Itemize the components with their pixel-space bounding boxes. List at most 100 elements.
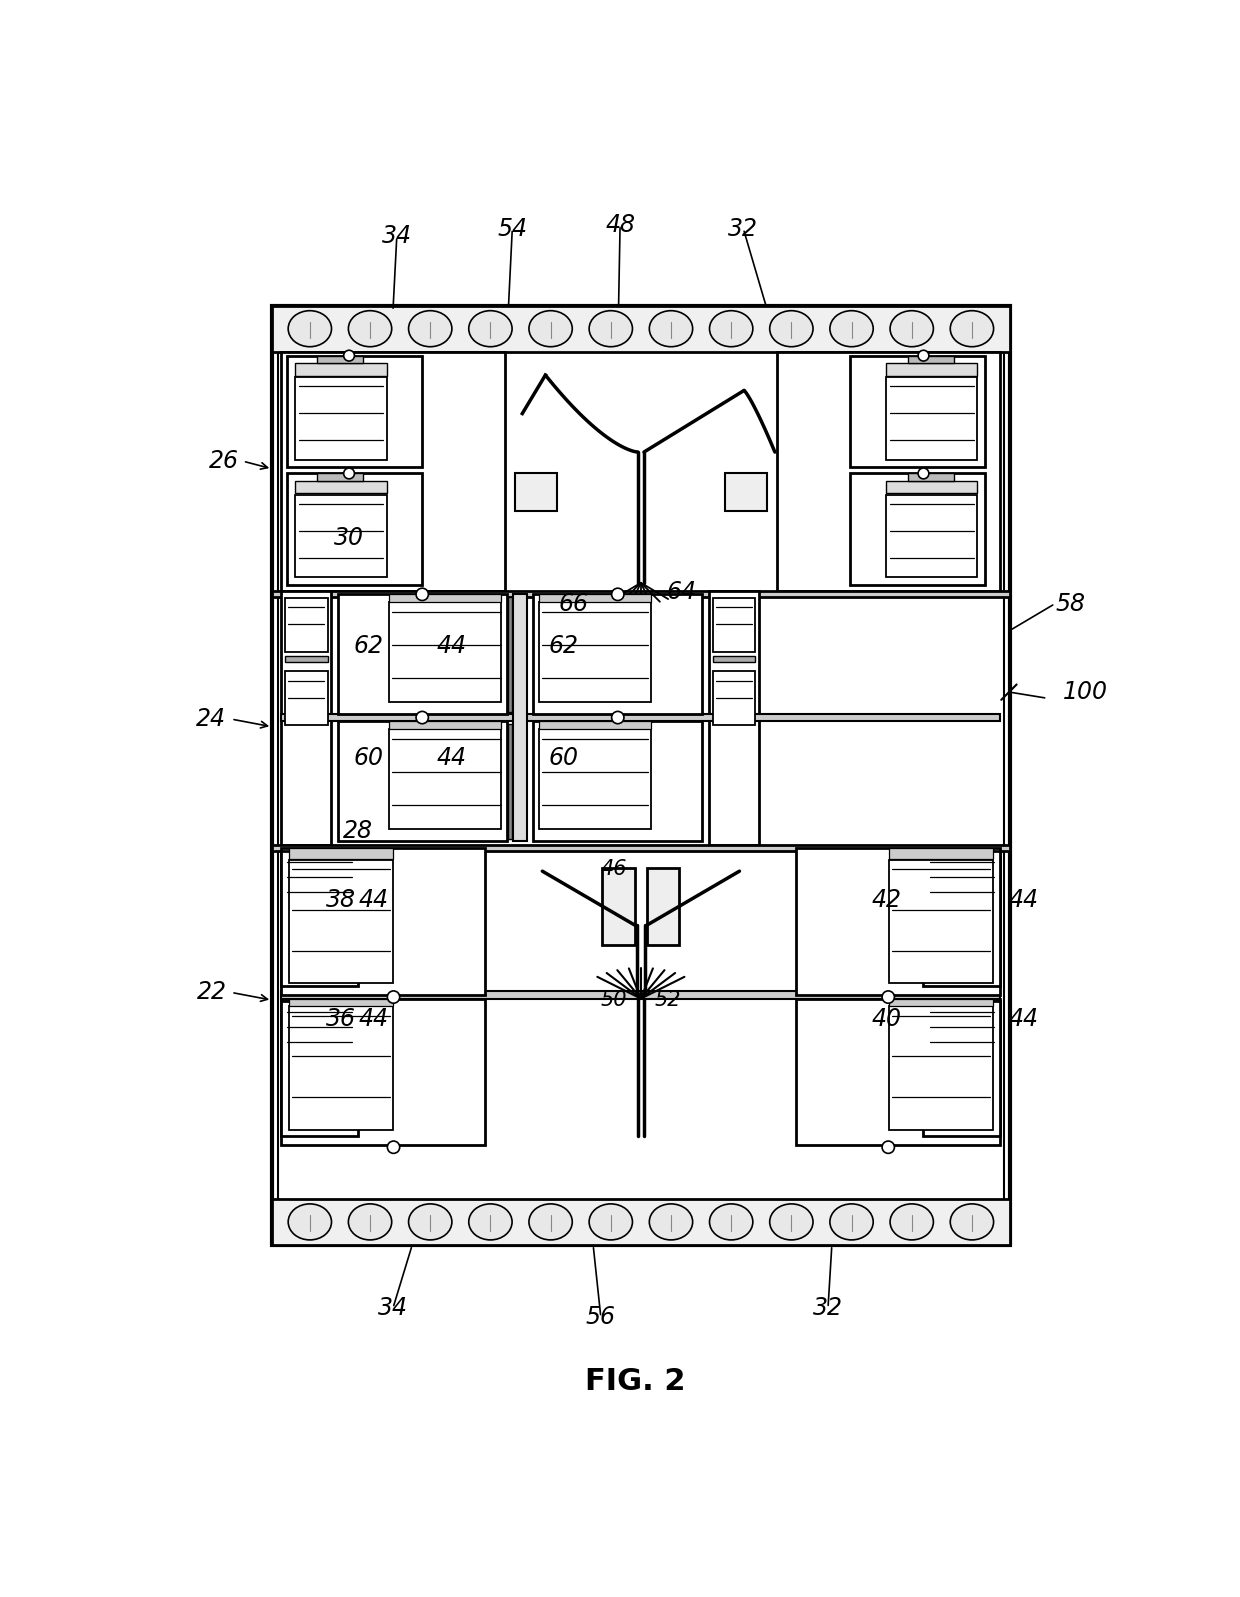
Circle shape xyxy=(882,990,894,1003)
Text: FIG. 2: FIG. 2 xyxy=(585,1367,686,1396)
Text: 22: 22 xyxy=(197,981,227,1005)
Ellipse shape xyxy=(469,311,512,347)
Ellipse shape xyxy=(288,311,331,347)
Bar xyxy=(539,722,651,730)
Bar xyxy=(389,730,501,829)
Bar xyxy=(725,473,768,511)
Text: 44: 44 xyxy=(358,1008,388,1032)
Ellipse shape xyxy=(408,1204,451,1239)
Bar xyxy=(889,861,993,984)
Bar xyxy=(337,594,507,714)
Text: 30: 30 xyxy=(334,525,365,549)
Bar xyxy=(708,591,759,845)
Bar xyxy=(851,473,985,585)
Text: 24: 24 xyxy=(196,707,226,731)
Ellipse shape xyxy=(529,1204,573,1239)
Text: 54: 54 xyxy=(497,217,527,241)
Bar xyxy=(539,602,651,703)
Bar xyxy=(533,594,703,714)
Bar xyxy=(281,351,505,591)
Text: 44: 44 xyxy=(436,634,466,658)
Ellipse shape xyxy=(770,311,813,347)
Ellipse shape xyxy=(830,1204,873,1239)
Circle shape xyxy=(343,350,355,361)
Text: 62: 62 xyxy=(549,634,579,658)
Bar xyxy=(389,594,501,602)
Bar xyxy=(908,473,954,481)
Bar xyxy=(539,730,651,829)
Bar xyxy=(281,1001,358,1135)
Ellipse shape xyxy=(650,1204,693,1239)
Bar xyxy=(924,1001,1001,1135)
Text: 32: 32 xyxy=(728,217,759,241)
Bar xyxy=(603,867,635,945)
Bar xyxy=(281,591,331,845)
Text: 58: 58 xyxy=(1055,591,1085,615)
Ellipse shape xyxy=(650,311,693,347)
Bar xyxy=(288,356,422,468)
Bar xyxy=(889,1006,993,1129)
Ellipse shape xyxy=(469,1204,512,1239)
Text: 26: 26 xyxy=(208,449,238,473)
Bar xyxy=(289,848,393,859)
Circle shape xyxy=(417,588,428,600)
Bar xyxy=(777,351,1001,591)
Bar xyxy=(889,998,993,1006)
Circle shape xyxy=(882,1140,894,1153)
Text: 28: 28 xyxy=(343,819,373,843)
Text: 66: 66 xyxy=(559,591,589,615)
Bar xyxy=(508,597,512,712)
Ellipse shape xyxy=(770,1204,813,1239)
Bar xyxy=(281,990,1001,998)
Text: 60: 60 xyxy=(353,746,383,770)
Text: 62: 62 xyxy=(353,634,383,658)
Bar xyxy=(885,481,977,493)
Circle shape xyxy=(611,711,624,723)
Ellipse shape xyxy=(348,311,392,347)
Circle shape xyxy=(417,711,428,723)
Bar xyxy=(389,722,501,730)
Bar xyxy=(508,723,512,838)
Bar xyxy=(317,356,363,364)
Text: 100: 100 xyxy=(1063,680,1107,704)
Ellipse shape xyxy=(830,311,873,347)
Bar xyxy=(317,473,363,481)
Text: 38: 38 xyxy=(326,888,356,912)
Bar xyxy=(272,845,1009,851)
Ellipse shape xyxy=(589,311,632,347)
Ellipse shape xyxy=(890,1204,934,1239)
Text: 50: 50 xyxy=(600,990,627,1011)
Bar xyxy=(285,671,327,725)
Bar xyxy=(924,851,1001,985)
Bar xyxy=(713,656,755,663)
Bar xyxy=(885,377,977,460)
Text: 44: 44 xyxy=(1008,888,1039,912)
Ellipse shape xyxy=(529,311,573,347)
Ellipse shape xyxy=(709,311,753,347)
Bar xyxy=(295,481,387,493)
Text: 44: 44 xyxy=(358,888,388,912)
Bar xyxy=(295,377,387,460)
Ellipse shape xyxy=(288,1204,331,1239)
Text: 44: 44 xyxy=(436,746,466,770)
Bar xyxy=(281,848,485,995)
Text: 64: 64 xyxy=(667,580,697,604)
Circle shape xyxy=(343,468,355,479)
Bar xyxy=(796,848,1001,995)
Bar xyxy=(389,602,501,703)
Text: 52: 52 xyxy=(655,990,681,1011)
Text: 42: 42 xyxy=(872,888,901,912)
Text: 40: 40 xyxy=(872,1008,901,1032)
Bar xyxy=(295,495,387,578)
Bar xyxy=(272,1199,1009,1246)
Bar xyxy=(713,599,755,652)
Text: 34: 34 xyxy=(382,224,412,248)
Ellipse shape xyxy=(348,1204,392,1239)
Text: 56: 56 xyxy=(585,1305,616,1329)
Bar xyxy=(889,848,993,859)
Bar xyxy=(272,305,1009,1246)
Circle shape xyxy=(918,350,929,361)
Bar xyxy=(272,591,1009,597)
Ellipse shape xyxy=(709,1204,753,1239)
Bar xyxy=(289,1006,393,1129)
